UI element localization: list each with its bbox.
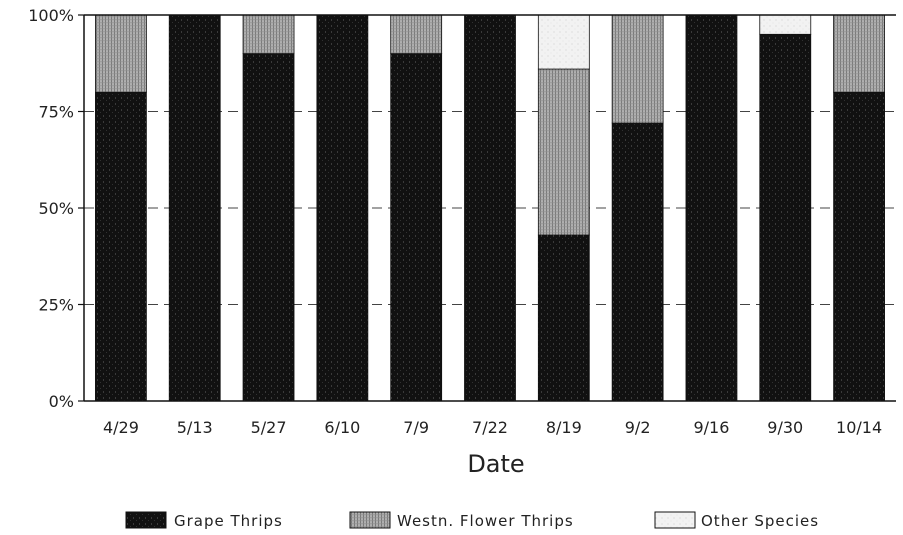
bar-grape-thrips-5-13: [168, 14, 221, 402]
legend-item-other-species: Other Species: [654, 511, 819, 530]
y-tick-label: 0%: [49, 392, 74, 411]
x-tick-label: 7/9: [403, 418, 429, 437]
y-tick-label: 25%: [38, 296, 74, 315]
axes: [78, 14, 896, 402]
bar-westn-flower-thrips-5-27: [242, 14, 295, 54]
legend-label: Other Species: [701, 512, 819, 530]
legend-label: Westn. Flower Thrips: [397, 512, 574, 530]
x-tick-label: 5/27: [251, 418, 287, 437]
x-tick-label: 10/14: [836, 418, 882, 437]
legend-swatch: [349, 511, 391, 529]
legend-label: Grape Thrips: [174, 512, 283, 530]
y-tick-label: 50%: [38, 199, 74, 218]
x-tick-labels: 4/29 5/13 5/27 6/10 7/9 7/22 8/19 9/2 9/16 9/30 10…: [103, 418, 882, 437]
bar-grape-thrips-8-19: [537, 234, 590, 402]
bar-other-species-8-19: [537, 14, 590, 70]
bar-grape-thrips-10-14: [833, 91, 885, 402]
x-tick-label: 6/10: [324, 418, 360, 437]
bar-grape-thrips-7-22: [464, 14, 516, 402]
bar-grape-thrips-9-2: [611, 122, 664, 402]
bar-grape-thrips-5-27: [242, 53, 295, 402]
bar-grape-thrips-4-29: [95, 91, 147, 402]
legend-swatch: [654, 511, 696, 529]
x-axis-title: Date: [467, 450, 524, 478]
legend-item-grape-thrips: Grape Thrips: [125, 511, 283, 530]
bar-westn-flower-thrips-8-19: [537, 68, 590, 236]
legend-item-westn-flower-thrips: Westn. Flower Thrips: [349, 511, 574, 530]
x-tick-label: 8/19: [546, 418, 582, 437]
bar-westn-flower-thrips-7-9: [390, 14, 443, 54]
bar-westn-flower-thrips-4-29: [95, 14, 147, 93]
bar-grape-thrips-7-9: [390, 53, 443, 402]
bar-westn-flower-thrips-9-2: [611, 14, 664, 124]
x-tick-label: 7/22: [472, 418, 508, 437]
y-tick-labels: 0% 25% 50% 75% 100%: [28, 6, 74, 411]
bar-grape-thrips-6-10: [316, 14, 369, 402]
y-tick-label: 75%: [38, 103, 74, 122]
y-tick-label: 100%: [28, 6, 74, 25]
x-tick-label: 5/13: [177, 418, 213, 437]
x-tick-label: 4/29: [103, 418, 139, 437]
bars: [95, 14, 885, 402]
bar-grape-thrips-9-30: [759, 33, 812, 402]
bar-other-species-9-30: [759, 14, 812, 35]
bar-grape-thrips-9-16: [685, 14, 738, 402]
legend-swatch: [125, 511, 167, 529]
x-tick-label: 9/30: [767, 418, 803, 437]
x-tick-label: 9/16: [693, 418, 729, 437]
bar-westn-flower-thrips-10-14: [833, 14, 885, 93]
legend: Grape Thrips Westn. Flower Thrips Other Sp…: [125, 511, 819, 530]
x-tick-label: 9/2: [625, 418, 651, 437]
